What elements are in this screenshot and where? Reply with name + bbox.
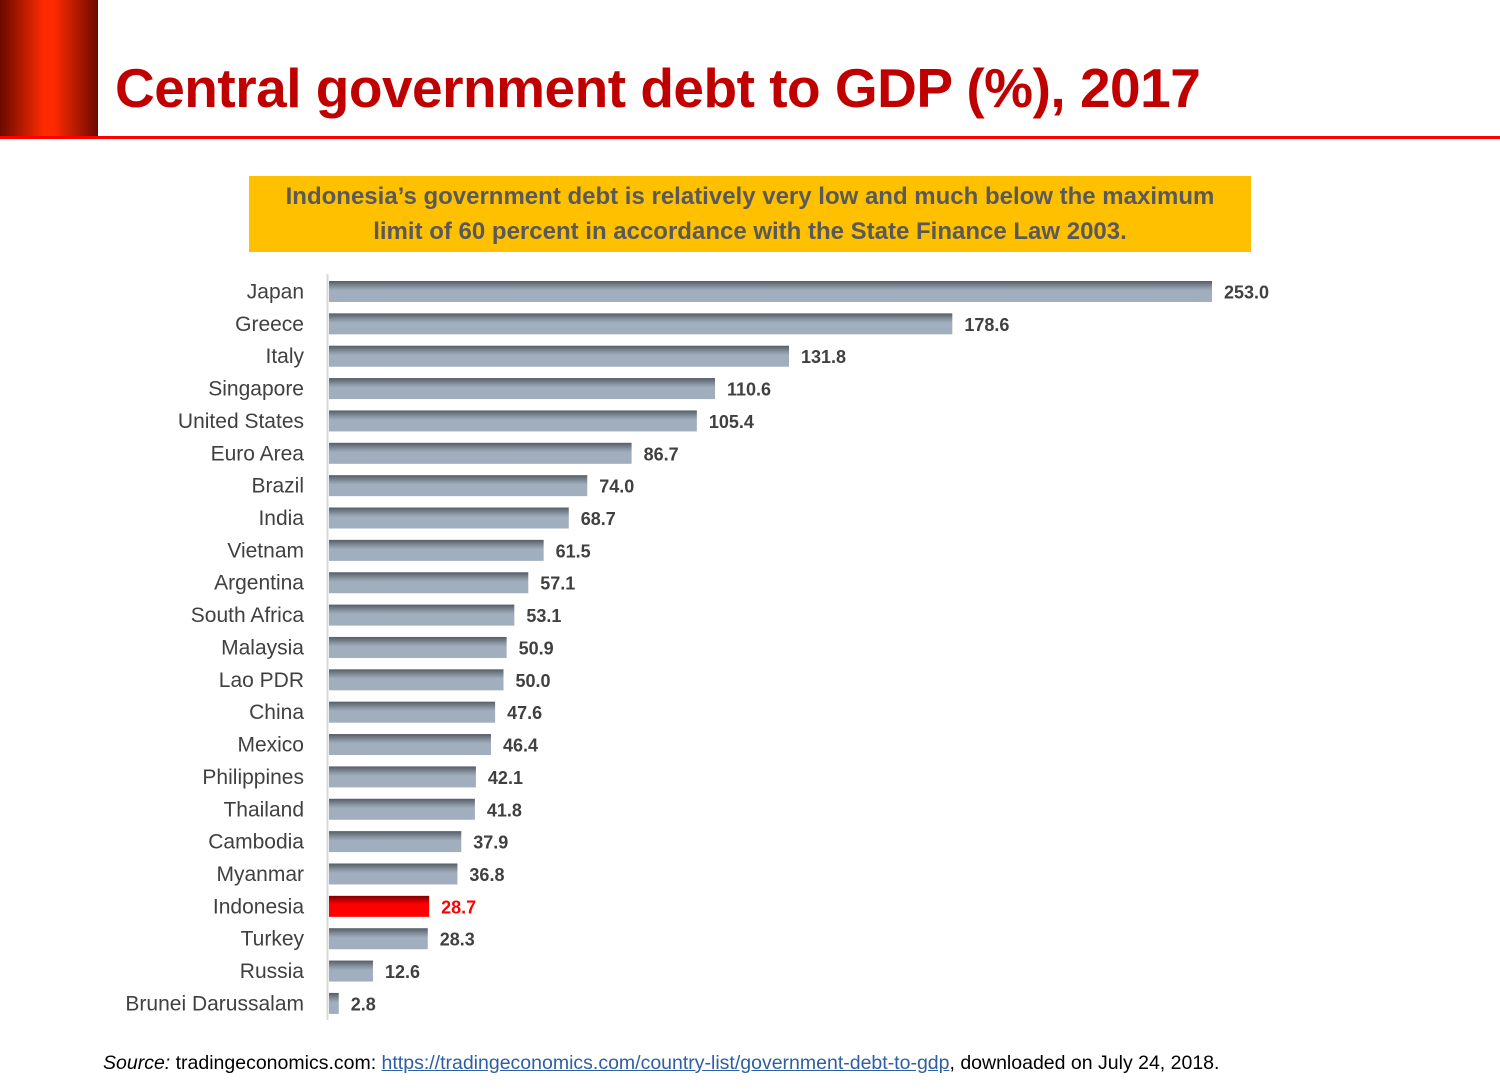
source-label: Source: bbox=[103, 1052, 171, 1074]
bar bbox=[329, 992, 339, 1014]
bar bbox=[329, 539, 544, 561]
bar bbox=[329, 475, 588, 497]
category-label: Mexico bbox=[237, 734, 304, 757]
data-label: 47.6 bbox=[507, 703, 542, 723]
data-label: 110.6 bbox=[727, 380, 771, 400]
source-text: tradingeconomics.com: bbox=[170, 1052, 382, 1074]
header-accent-block bbox=[0, 0, 98, 137]
bar bbox=[329, 410, 697, 432]
category-label: China bbox=[249, 701, 304, 724]
data-label: 61.5 bbox=[556, 541, 591, 561]
callout-line-1: Indonesia’s government debt is relativel… bbox=[285, 183, 1215, 210]
source-suffix: , downloaded on July 24, 2018. bbox=[949, 1052, 1220, 1074]
data-label: 86.7 bbox=[644, 444, 679, 464]
data-label: 57.1 bbox=[540, 574, 575, 594]
header-rule bbox=[0, 136, 1500, 139]
category-label: Brunei Darussalam bbox=[125, 992, 304, 1015]
category-label: Lao PDR bbox=[219, 669, 304, 692]
bar bbox=[329, 701, 496, 723]
data-label: 105.4 bbox=[709, 412, 754, 432]
category-label: South Africa bbox=[191, 604, 305, 627]
data-label: 253.0 bbox=[1224, 283, 1269, 303]
data-label: 50.9 bbox=[519, 638, 554, 658]
bar bbox=[329, 831, 462, 853]
bar bbox=[329, 604, 515, 626]
bar bbox=[329, 507, 569, 529]
category-label: Malaysia bbox=[221, 636, 304, 659]
category-label: Philippines bbox=[202, 766, 304, 789]
data-label: 37.9 bbox=[473, 833, 508, 853]
category-label: United States bbox=[178, 410, 304, 433]
page-title: Central government debt to GDP (%), 2017 bbox=[115, 57, 1201, 119]
category-label: Singapore bbox=[208, 378, 304, 401]
callout-box: Indonesia’s government debt is relativel… bbox=[249, 176, 1251, 252]
bar bbox=[329, 669, 504, 691]
bar bbox=[329, 798, 475, 820]
category-label: India bbox=[258, 507, 304, 530]
source-link[interactable]: https://tradingeconomics.com/country-lis… bbox=[381, 1052, 950, 1074]
bar bbox=[329, 313, 953, 335]
category-label: Russia bbox=[240, 960, 305, 983]
data-label: 36.8 bbox=[469, 865, 504, 885]
bar bbox=[329, 442, 632, 464]
bar bbox=[329, 960, 373, 982]
bar bbox=[329, 766, 476, 788]
data-label: 28.3 bbox=[440, 930, 475, 950]
category-label: Myanmar bbox=[216, 863, 304, 886]
data-label: 53.1 bbox=[526, 606, 561, 626]
data-label: 28.7 bbox=[441, 897, 476, 917]
category-label: Brazil bbox=[251, 475, 304, 498]
data-label: 131.8 bbox=[801, 347, 846, 367]
bar bbox=[329, 378, 716, 400]
category-label: Indonesia bbox=[213, 895, 304, 918]
bar bbox=[329, 734, 491, 756]
category-label: Greece bbox=[235, 313, 304, 336]
data-label: 74.0 bbox=[599, 477, 634, 497]
category-label: Turkey bbox=[241, 928, 305, 951]
data-label: 178.6 bbox=[964, 315, 1009, 335]
data-label: 42.1 bbox=[488, 768, 523, 788]
category-label: Vietnam bbox=[227, 539, 304, 562]
data-label: 68.7 bbox=[581, 509, 616, 529]
category-label: Japan bbox=[247, 281, 304, 304]
data-label: 50.0 bbox=[516, 671, 551, 691]
data-label: 46.4 bbox=[503, 736, 538, 756]
bar bbox=[329, 572, 529, 594]
data-label: 41.8 bbox=[487, 800, 522, 820]
category-label: Cambodia bbox=[208, 831, 304, 854]
category-label: Italy bbox=[265, 345, 304, 368]
bar bbox=[329, 345, 789, 367]
category-label: Euro Area bbox=[211, 442, 305, 465]
bar bbox=[329, 928, 428, 950]
category-label: Thailand bbox=[223, 798, 304, 821]
bar bbox=[329, 281, 1212, 302]
callout-line-2: limit of 60 percent in accordance with t… bbox=[373, 218, 1127, 245]
source-note: Source: tradingeconomics.com: https://tr… bbox=[103, 1052, 1219, 1075]
data-label: 12.6 bbox=[385, 962, 420, 982]
bar bbox=[329, 863, 458, 885]
data-label: 2.8 bbox=[351, 994, 376, 1014]
category-label: Argentina bbox=[214, 572, 304, 595]
bar bbox=[329, 636, 507, 658]
bar-highlight bbox=[329, 895, 430, 917]
